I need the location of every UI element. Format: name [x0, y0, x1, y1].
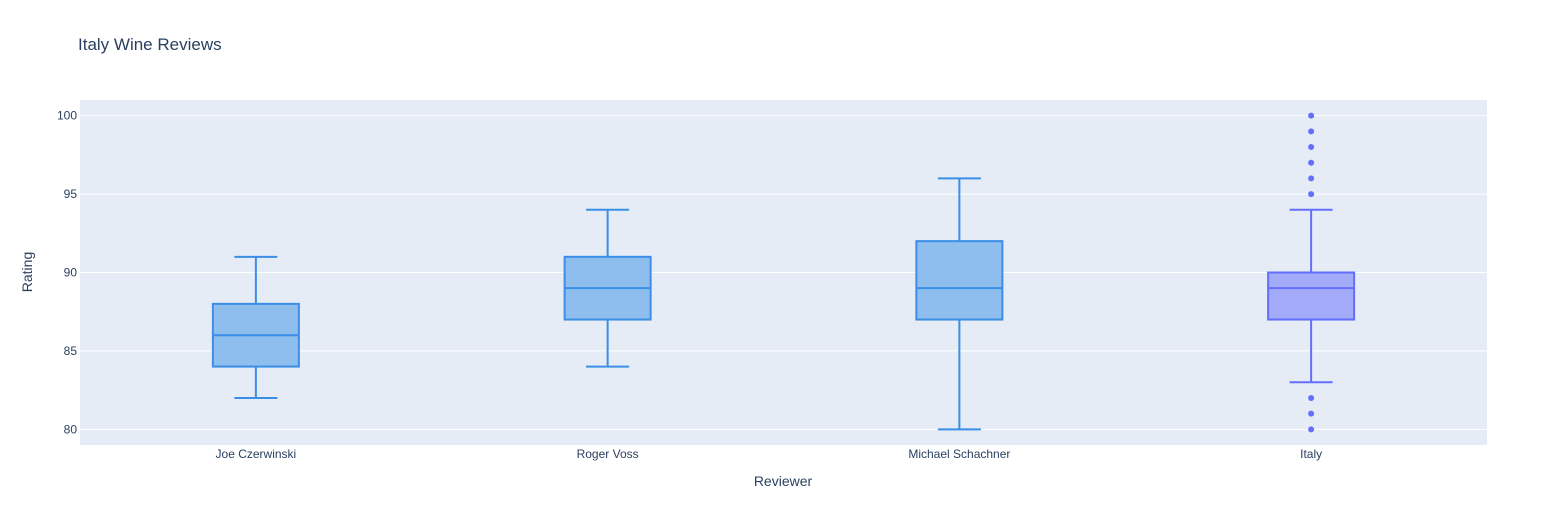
outlier-point	[1308, 410, 1315, 417]
box-roger-voss	[563, 208, 652, 368]
y-axis-title: Rating	[19, 252, 35, 292]
y-tick-label: 90	[64, 266, 78, 280]
iqr-box	[915, 240, 1004, 321]
iqr-box	[1267, 271, 1356, 321]
box-series	[211, 112, 1356, 433]
y-tick-label: 80	[64, 422, 78, 436]
outlier-point	[1308, 128, 1315, 135]
outlier-point	[1308, 426, 1315, 433]
x-axis-title: Reviewer	[754, 473, 813, 489]
x-tick-label: Joe Czerwinski	[216, 447, 297, 461]
x-tick-label: Italy	[1300, 447, 1322, 461]
outlier-point	[1308, 175, 1315, 182]
box-michael-schachner	[915, 177, 1004, 431]
box-italy	[1267, 112, 1356, 433]
outlier-point	[1308, 144, 1315, 151]
outlier-point	[1308, 191, 1315, 198]
box-joe-czerwinski	[211, 255, 300, 399]
y-tick-label: 100	[57, 109, 77, 123]
x-axis-ticks: Joe Czerwinski Roger Voss Michael Schachne…	[216, 447, 1323, 461]
outlier-point	[1308, 112, 1315, 119]
outlier-point	[1308, 394, 1315, 401]
x-tick-label: Michael Schachner	[908, 447, 1010, 461]
chart-title: Italy Wine Reviews	[78, 35, 222, 54]
outlier-point	[1308, 159, 1315, 166]
y-tick-label: 85	[64, 344, 78, 358]
y-tick-label: 95	[64, 187, 78, 201]
x-tick-label: Roger Voss	[577, 447, 639, 461]
grid-lines	[80, 115, 1487, 430]
y-axis-ticks: 80 85 90 95 100	[57, 109, 77, 437]
